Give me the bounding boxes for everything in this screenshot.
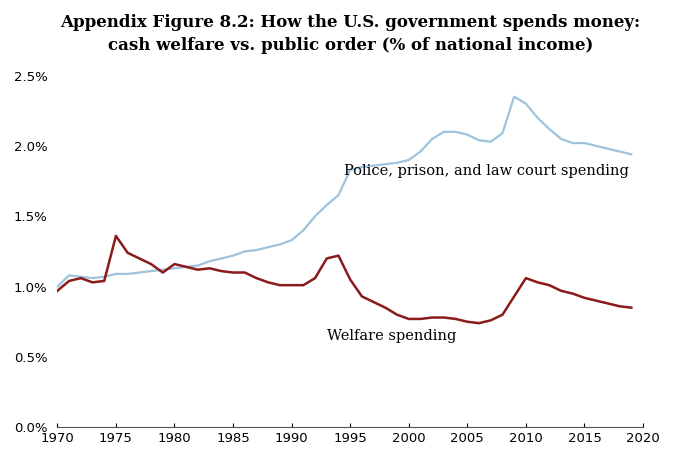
Text: Welfare spending: Welfare spending <box>327 329 456 343</box>
Title: Appendix Figure 8.2: How the U.S. government spends money:
cash welfare vs. publ: Appendix Figure 8.2: How the U.S. govern… <box>60 14 641 54</box>
Text: Police, prison, and law court spending: Police, prison, and law court spending <box>344 163 629 178</box>
